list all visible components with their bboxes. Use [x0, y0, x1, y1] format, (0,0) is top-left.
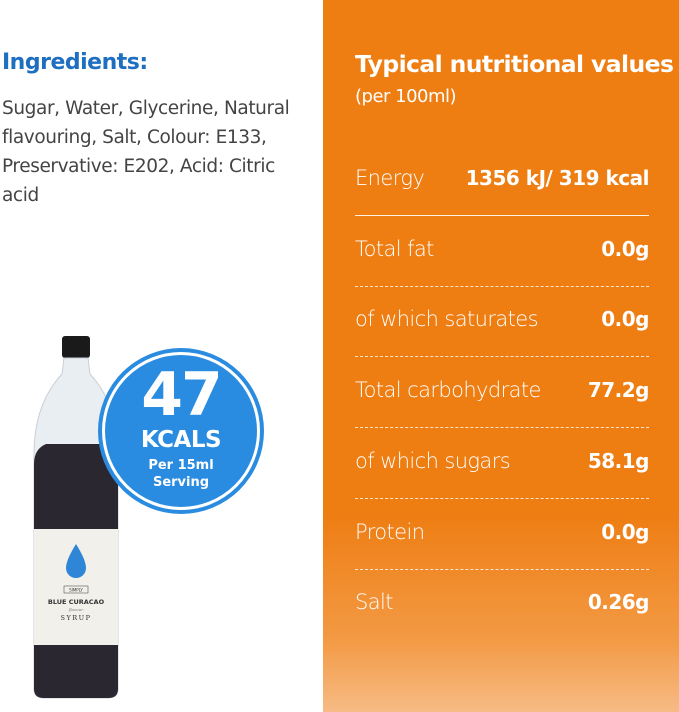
nutrient-label: Total carbohydrate	[355, 378, 541, 403]
nutrient-value: 0.0g	[601, 236, 649, 261]
badge-number: 47	[141, 360, 223, 430]
calorie-badge: 47 KCALS Per 15ml Serving	[102, 352, 260, 510]
nutrition-row: Total fat 0.0g	[355, 229, 649, 269]
badge-line1: Per 15ml	[148, 458, 214, 473]
syrup-bottle-image: SIMPLY BLUE CURACAO flavour SYRUP	[33, 336, 119, 699]
nutrition-row: Energy 1356 kJ/ 319 kcal	[355, 158, 650, 198]
nutrient-label: of which sugars	[355, 448, 511, 473]
nutrient-label: Total fat	[355, 236, 434, 261]
badge-serving: Per 15ml Serving	[105, 457, 257, 491]
nutrition-title: Typical nutritional values	[355, 50, 674, 78]
bottle-product: SYRUP	[61, 614, 92, 622]
nutrient-label: Protein	[355, 519, 425, 544]
nutrient-label: Salt	[355, 590, 393, 615]
nutrient-value: 0.0g	[601, 307, 649, 332]
nutrition-row: of which saturates 0.0g	[355, 299, 649, 339]
nutrient-label: of which saturates	[355, 307, 539, 332]
nutrition-panel: Typical nutritional values (per 100ml) E…	[323, 0, 679, 712]
nutrition-row: Protein 0.0g	[355, 512, 649, 552]
row-divider	[355, 215, 649, 216]
nutrient-value: 0.0g	[601, 519, 649, 544]
row-divider	[355, 356, 649, 358]
nutrient-label: Energy	[355, 166, 425, 190]
bottle-brand: SIMPLY	[69, 588, 83, 593]
row-divider	[355, 427, 649, 429]
ingredients-title: Ingredients:	[2, 50, 148, 75]
badge-line2: Serving	[152, 475, 210, 490]
nutrition-row: Salt 0.26g	[355, 582, 650, 622]
row-divider	[355, 568, 649, 570]
badge-unit: KCALS	[140, 427, 222, 453]
ingredients-text: Sugar, Water, Glycerine, Natural flavour…	[2, 98, 290, 206]
svg-text:flavour: flavour	[68, 607, 84, 612]
nutrition-row: of which sugars 58.1g	[355, 441, 650, 481]
bottle-flavour: BLUE CURACAO	[48, 598, 105, 606]
row-divider	[355, 285, 649, 287]
nutrition-subtitle: (per 100ml)	[355, 86, 457, 107]
nutrition-row: Total carbohydrate 77.2g	[355, 370, 650, 410]
nutrient-value: 1356 kJ/ 319 kcal	[465, 166, 650, 190]
nutrient-value: 77.2g	[587, 378, 650, 403]
nutrient-value: 58.1g	[587, 448, 650, 473]
nutrient-value: 0.26g	[587, 590, 650, 615]
row-divider	[355, 497, 649, 499]
ingredients-panel: Ingredients: Sugar, Water, Glycerine, Na…	[0, 0, 323, 712]
